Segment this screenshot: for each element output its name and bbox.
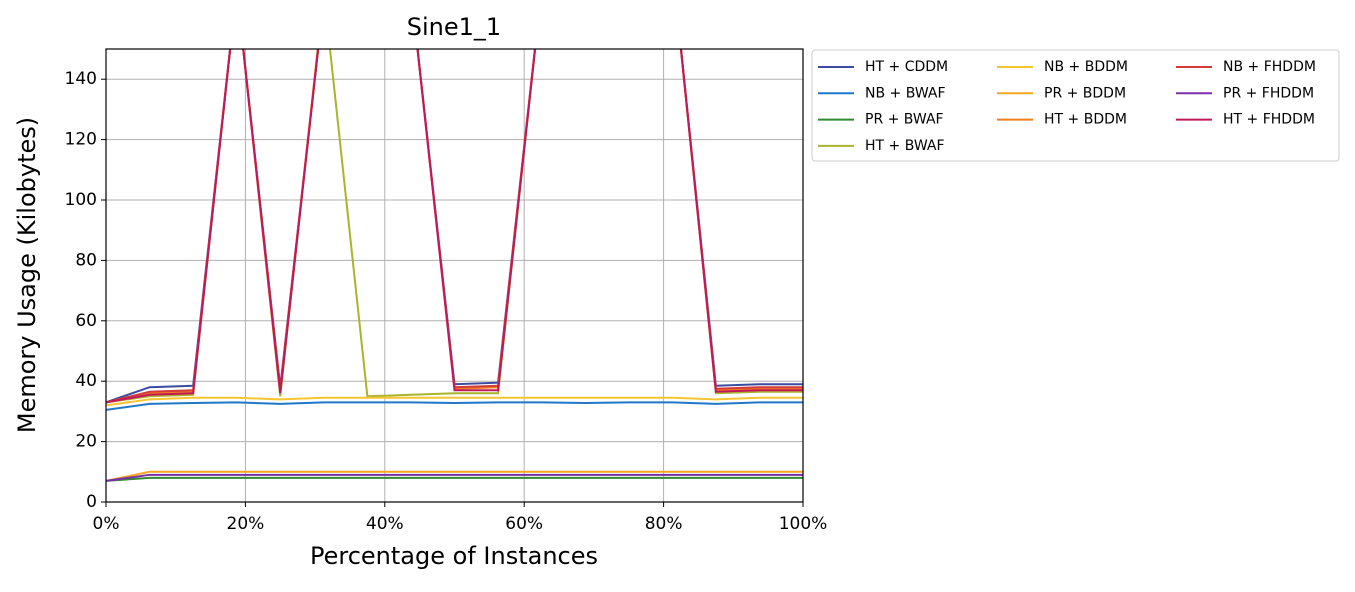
series-line xyxy=(106,49,803,404)
y-axis-label: Memory Usage (Kilobytes) xyxy=(13,117,41,433)
plot-lines xyxy=(106,49,803,482)
series-line xyxy=(106,49,803,404)
legend-box xyxy=(811,49,1340,162)
x-axis-label: Percentage of Instances xyxy=(310,542,598,570)
legend-label: HT + CDDM xyxy=(865,59,948,75)
series-line xyxy=(106,470,803,482)
y-tick-label: 0 xyxy=(86,492,97,512)
y-tick-label: 40 xyxy=(75,371,97,391)
x-tick-label: 60% xyxy=(505,514,543,534)
x-tick-label: 80% xyxy=(645,514,683,534)
legend-label: PR + FHDDM xyxy=(1223,85,1314,101)
y-tick-label: 100 xyxy=(65,190,97,210)
x-tick-label: 100% xyxy=(779,514,828,534)
y-tick-label: 20 xyxy=(75,432,97,452)
chart-title: Sine1_1 xyxy=(407,13,501,41)
legend-label: HT + BDDM xyxy=(1044,112,1127,128)
y-tick-label: 80 xyxy=(75,250,97,270)
y-tick-label: 120 xyxy=(65,130,97,150)
grid: 0 20 40 60 80 100 120 140 0% 20% 40% 60% 80% 100% xyxy=(65,49,828,534)
legend: HT + CDDM NB + BWAF PR + BWAF HT + BWAF NB +… xyxy=(818,59,1316,154)
legend-label: PR + BDDM xyxy=(1044,85,1126,101)
series-line xyxy=(106,401,803,411)
series-line xyxy=(106,396,803,407)
legend-label: NB + BDDM xyxy=(1044,59,1128,75)
legend-label: NB + FHDDM xyxy=(1223,59,1316,75)
legend-label: PR + BWAF xyxy=(865,112,944,128)
y-tick-label: 140 xyxy=(65,69,97,89)
x-tick-label: 40% xyxy=(366,514,404,534)
legend-label: HT + FHDDM xyxy=(1223,112,1315,128)
series-line xyxy=(106,49,803,404)
series-line xyxy=(106,49,803,404)
series-line xyxy=(106,49,803,404)
plot-frame xyxy=(105,48,804,503)
series-line xyxy=(106,476,803,482)
x-tick-label: 0% xyxy=(93,514,120,534)
legend-label: HT + BWAF xyxy=(865,138,945,154)
legend-label: NB + BWAF xyxy=(865,85,946,101)
y-tick-label: 60 xyxy=(75,311,97,331)
x-tick-label: 20% xyxy=(227,514,265,534)
series-line xyxy=(106,473,803,482)
